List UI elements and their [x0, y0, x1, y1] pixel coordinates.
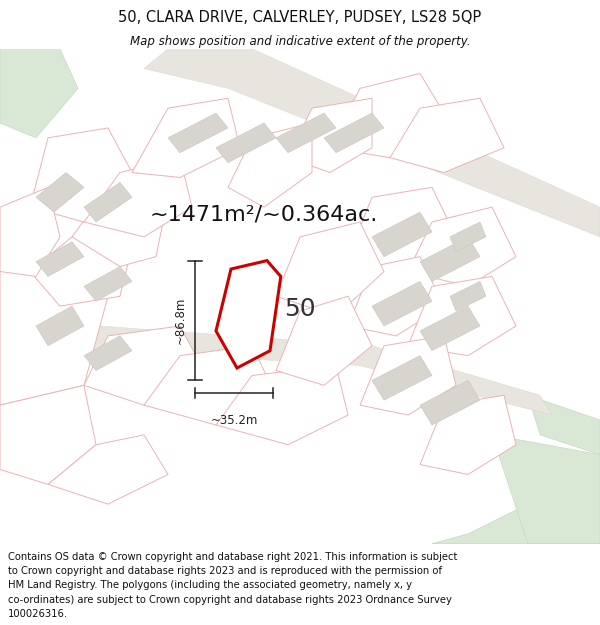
Text: ~1471m²/~0.364ac.: ~1471m²/~0.364ac.: [150, 204, 378, 224]
Polygon shape: [528, 395, 600, 454]
Polygon shape: [348, 257, 444, 336]
Text: to Crown copyright and database rights 2023 and is reproduced with the permissio: to Crown copyright and database rights 2…: [8, 566, 442, 576]
Polygon shape: [36, 242, 84, 276]
Polygon shape: [84, 326, 204, 405]
Text: Contains OS data © Crown copyright and database right 2021. This information is : Contains OS data © Crown copyright and d…: [8, 552, 457, 562]
Polygon shape: [348, 188, 456, 271]
Polygon shape: [84, 336, 132, 371]
Polygon shape: [450, 222, 486, 252]
Polygon shape: [216, 261, 281, 368]
Text: co-ordinates) are subject to Crown copyright and database rights 2023 Ordnance S: co-ordinates) are subject to Crown copyr…: [8, 594, 452, 604]
Polygon shape: [0, 386, 96, 484]
Polygon shape: [420, 237, 480, 281]
Polygon shape: [216, 123, 276, 162]
Polygon shape: [408, 207, 516, 286]
Polygon shape: [276, 113, 336, 152]
Polygon shape: [408, 276, 516, 356]
Polygon shape: [324, 113, 384, 152]
Polygon shape: [0, 257, 108, 405]
Polygon shape: [84, 158, 192, 237]
Polygon shape: [228, 123, 312, 207]
Polygon shape: [420, 395, 516, 474]
Polygon shape: [72, 188, 168, 266]
Polygon shape: [144, 346, 276, 425]
Polygon shape: [390, 98, 504, 172]
Polygon shape: [168, 113, 228, 152]
Polygon shape: [450, 281, 486, 311]
Polygon shape: [432, 484, 600, 544]
Polygon shape: [372, 281, 432, 326]
Polygon shape: [30, 237, 132, 306]
Text: 100026316.: 100026316.: [8, 609, 68, 619]
Polygon shape: [492, 435, 600, 544]
Polygon shape: [276, 222, 384, 316]
Text: ~86.8m: ~86.8m: [173, 297, 187, 344]
Polygon shape: [276, 296, 372, 386]
Text: HM Land Registry. The polygons (including the associated geometry, namely x, y: HM Land Registry. The polygons (includin…: [8, 580, 412, 590]
Text: ~35.2m: ~35.2m: [211, 414, 257, 427]
Polygon shape: [372, 356, 432, 400]
Polygon shape: [84, 266, 132, 301]
Text: 50: 50: [284, 297, 316, 321]
Polygon shape: [372, 212, 432, 257]
Polygon shape: [144, 49, 600, 237]
Polygon shape: [0, 188, 60, 276]
Polygon shape: [84, 182, 132, 222]
Text: Map shows position and indicative extent of the property.: Map shows position and indicative extent…: [130, 35, 470, 48]
Text: 50, CLARA DRIVE, CALVERLEY, PUDSEY, LS28 5QP: 50, CLARA DRIVE, CALVERLEY, PUDSEY, LS28…: [118, 10, 482, 25]
Polygon shape: [48, 435, 168, 504]
Polygon shape: [36, 173, 84, 212]
Polygon shape: [0, 321, 552, 415]
Polygon shape: [0, 49, 78, 138]
Polygon shape: [132, 98, 240, 178]
Polygon shape: [36, 306, 84, 346]
Polygon shape: [288, 98, 372, 172]
Polygon shape: [360, 336, 456, 415]
Polygon shape: [420, 381, 480, 425]
Polygon shape: [330, 74, 450, 158]
Polygon shape: [30, 128, 132, 222]
Polygon shape: [216, 366, 348, 445]
Polygon shape: [420, 306, 480, 351]
